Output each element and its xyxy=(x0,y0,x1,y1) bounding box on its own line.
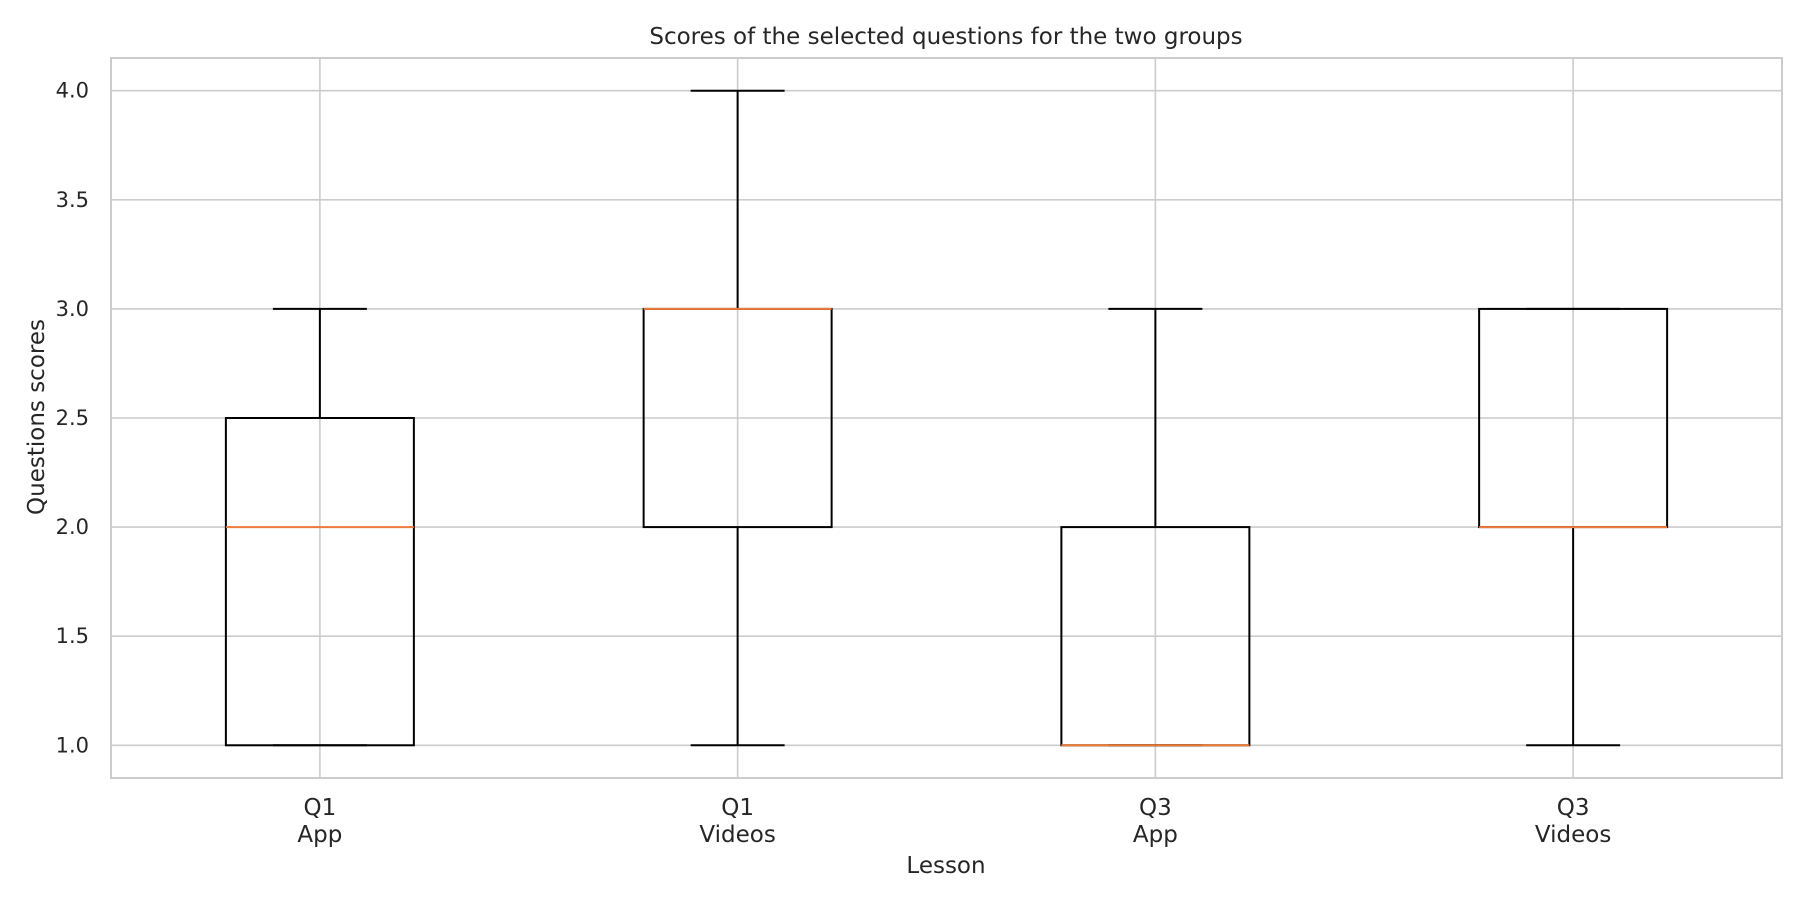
y-tick-label: 1.0 xyxy=(56,733,89,757)
box-1 xyxy=(224,307,415,747)
y-ticks: 1.0 1.5 2.0 2.5 3.0 3.5 4.0 xyxy=(56,79,89,758)
chart-title: Scores of the selected questions for the… xyxy=(649,24,1242,50)
y-tick-label: 3.5 xyxy=(56,188,89,212)
y-axis-label: Questions scores xyxy=(24,319,50,515)
x-tick-label: Q3 xyxy=(1557,795,1590,821)
x-tick-label: App xyxy=(297,822,342,848)
y-tick-label: 2.0 xyxy=(56,515,89,539)
box-2 xyxy=(642,89,833,747)
box-iqr xyxy=(224,417,415,747)
box-4 xyxy=(1478,307,1669,747)
boxes xyxy=(224,89,1669,747)
y-tick-label: 2.5 xyxy=(56,406,89,430)
box-3 xyxy=(1060,307,1251,747)
plot-frame xyxy=(110,57,1783,779)
x-tick-label: Q1 xyxy=(304,795,337,821)
y-tick-label: 3.0 xyxy=(56,297,89,321)
y-tick-label: 4.0 xyxy=(56,79,89,103)
x-tick-label: Q3 xyxy=(1139,795,1172,821)
x-tick-label: Q1 xyxy=(721,795,754,821)
x-tick-label: App xyxy=(1133,822,1178,848)
x-tick-label: Videos xyxy=(699,822,775,848)
x-axis-label: Lesson xyxy=(906,853,985,879)
x-tick-label: Videos xyxy=(1535,822,1611,848)
y-tick-label: 1.5 xyxy=(56,624,89,648)
